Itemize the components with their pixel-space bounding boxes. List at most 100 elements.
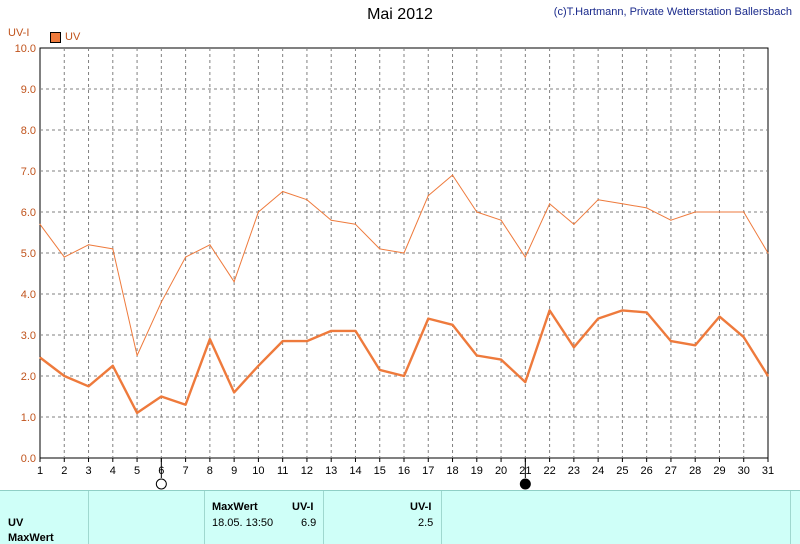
x-tick-label: 20 bbox=[495, 465, 507, 477]
data-point-avg bbox=[112, 365, 114, 367]
data-point-avg bbox=[39, 356, 41, 359]
chart-title: Mai 2012 bbox=[367, 6, 433, 23]
data-point-max bbox=[233, 281, 235, 283]
x-tick-label: 9 bbox=[231, 465, 237, 477]
data-point-max bbox=[63, 256, 65, 258]
table-row-label-uv: UV bbox=[8, 517, 24, 529]
data-point-avg bbox=[524, 381, 526, 383]
data-point-avg bbox=[694, 344, 696, 346]
data-point-max bbox=[330, 219, 332, 221]
data-point-max bbox=[185, 256, 187, 258]
y-tick-label: 0.0 bbox=[21, 453, 36, 465]
data-point-max bbox=[136, 354, 138, 357]
x-tick-label: 4 bbox=[110, 465, 116, 477]
data-point-max bbox=[87, 244, 90, 246]
data-point-max bbox=[282, 190, 284, 193]
data-point-max bbox=[257, 211, 259, 213]
y-tick-label: 7.0 bbox=[21, 166, 36, 178]
data-point-max bbox=[524, 256, 526, 258]
data-point-max bbox=[621, 203, 624, 205]
summary-table: MaxWert UV-I UV-I UV 18.05. 13:50 6.9 2.… bbox=[0, 490, 800, 544]
data-point-avg bbox=[767, 375, 769, 377]
data-point-avg bbox=[403, 375, 405, 377]
table-header-uvi-avg: UV-I bbox=[410, 501, 432, 513]
data-point-avg bbox=[233, 391, 235, 393]
x-tick-label: 2 bbox=[61, 465, 67, 477]
x-tick-label: 12 bbox=[301, 465, 313, 477]
x-tick-label: 14 bbox=[349, 465, 361, 477]
data-point-avg bbox=[379, 369, 381, 371]
data-point-max bbox=[573, 223, 575, 225]
data-point-max bbox=[549, 203, 551, 205]
table-row-label-maxwert: MaxWert bbox=[8, 532, 54, 544]
table-header-maxwert: MaxWert bbox=[212, 501, 258, 513]
data-point-avg bbox=[597, 318, 599, 320]
table-divider bbox=[323, 491, 324, 544]
y-tick-label: 9.0 bbox=[21, 84, 36, 96]
x-tick-label: 16 bbox=[398, 465, 410, 477]
data-point-avg bbox=[209, 338, 211, 340]
y-tick-label: 3.0 bbox=[21, 330, 36, 342]
x-tick-label: 24 bbox=[592, 465, 604, 477]
legend-label: UV bbox=[65, 31, 81, 43]
x-tick-label: 1 bbox=[37, 465, 43, 477]
data-point-avg bbox=[573, 346, 575, 348]
data-point-max bbox=[767, 252, 769, 254]
x-tick-label: 22 bbox=[543, 465, 555, 477]
x-tick-label: 23 bbox=[568, 465, 580, 477]
x-tick-label: 18 bbox=[446, 465, 458, 477]
data-point-max bbox=[743, 211, 745, 213]
data-point-max bbox=[476, 211, 478, 213]
uv-chart: 0.01.02.03.04.05.06.07.08.09.010.0123456… bbox=[15, 43, 774, 490]
data-point-avg bbox=[63, 375, 65, 377]
data-point-max bbox=[39, 223, 41, 225]
y-axis-unit-label: UV-I bbox=[8, 27, 30, 39]
data-point-max bbox=[451, 174, 454, 176]
x-tick-label: 5 bbox=[134, 465, 140, 477]
x-tick-label: 19 bbox=[471, 465, 483, 477]
y-tick-label: 6.0 bbox=[21, 207, 36, 219]
data-point-avg bbox=[87, 385, 90, 387]
x-tick-label: 30 bbox=[738, 465, 750, 477]
data-point-max bbox=[694, 211, 696, 213]
data-point-avg bbox=[185, 404, 187, 406]
y-tick-label: 4.0 bbox=[21, 289, 36, 301]
data-point-avg bbox=[718, 315, 721, 318]
x-tick-label: 28 bbox=[689, 465, 701, 477]
x-tick-label: 7 bbox=[183, 465, 189, 477]
x-tick-label: 29 bbox=[713, 465, 725, 477]
y-tick-label: 2.0 bbox=[21, 371, 36, 383]
data-point-avg bbox=[136, 412, 138, 414]
x-tick-label: 13 bbox=[325, 465, 337, 477]
data-point-avg bbox=[354, 330, 357, 332]
x-tick-label: 3 bbox=[85, 465, 91, 477]
y-tick-label: 10.0 bbox=[15, 43, 36, 55]
table-avg-value: 2.5 bbox=[418, 517, 434, 529]
data-point-avg bbox=[621, 309, 624, 311]
data-point-max bbox=[209, 244, 211, 246]
table-header-uvi: UV-I bbox=[292, 501, 314, 513]
data-point-max bbox=[160, 301, 162, 303]
copyright-text: (c)T.Hartmann, Private Wetterstation Bal… bbox=[553, 6, 792, 18]
x-tick-label: 31 bbox=[762, 465, 774, 477]
data-point-max bbox=[354, 223, 357, 225]
data-point-avg bbox=[549, 309, 551, 311]
data-point-max bbox=[718, 211, 721, 213]
table-divider bbox=[88, 491, 89, 544]
table-divider bbox=[790, 491, 791, 544]
data-point-max bbox=[670, 219, 672, 221]
data-point-avg bbox=[306, 340, 308, 342]
data-point-avg bbox=[743, 336, 745, 338]
data-point-avg bbox=[257, 365, 259, 367]
table-max-datetime: 18.05. 13:50 bbox=[212, 517, 274, 529]
data-point-max bbox=[646, 207, 648, 209]
data-point-max bbox=[306, 199, 308, 201]
table-divider bbox=[441, 491, 442, 544]
data-point-avg bbox=[160, 395, 162, 398]
x-tick-label: 26 bbox=[641, 465, 653, 477]
data-point-max bbox=[403, 252, 405, 254]
x-tick-label: 10 bbox=[252, 465, 264, 477]
y-tick-label: 5.0 bbox=[21, 248, 36, 260]
data-point-avg bbox=[476, 354, 478, 357]
full-moon-icon bbox=[155, 478, 167, 490]
